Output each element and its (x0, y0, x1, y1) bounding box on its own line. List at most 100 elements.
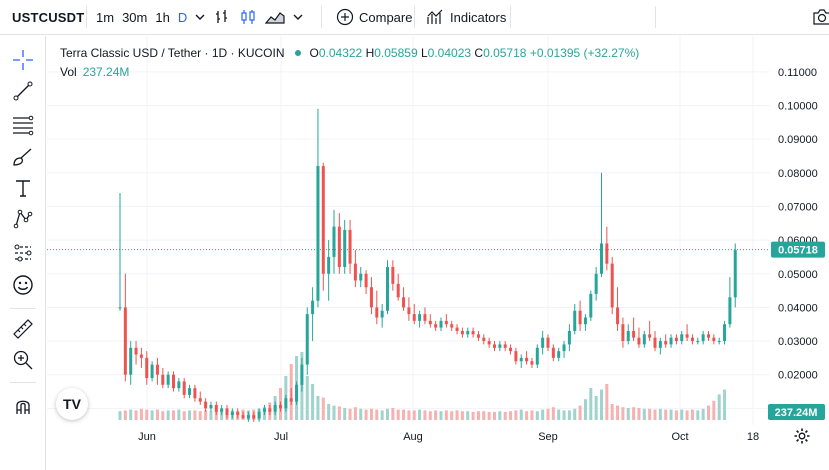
trendline-tool[interactable] (8, 76, 38, 106)
volume-bar (471, 412, 475, 420)
volume-bar (573, 408, 577, 420)
fib-tool[interactable] (8, 110, 38, 140)
candle-body (455, 327, 459, 331)
volume-bar (369, 408, 373, 420)
chart-type-dropdown-button[interactable] (289, 0, 307, 34)
interval-d[interactable]: D (177, 9, 188, 25)
volume-bar (594, 396, 598, 420)
candle-body (621, 324, 625, 342)
candle-body (466, 330, 470, 335)
volume-bar (589, 388, 593, 420)
candle-body (129, 347, 133, 375)
symbol-search-button[interactable]: USTCUSDT (12, 9, 85, 25)
bar-chart-type-button[interactable] (209, 0, 235, 34)
forecast-icon (14, 244, 32, 262)
volume-bar (444, 410, 448, 420)
candle-body (375, 307, 379, 318)
candle-body (155, 364, 159, 375)
candle-body (712, 337, 716, 342)
interval-30m[interactable]: 30m (122, 9, 148, 25)
volume-bar (220, 410, 224, 420)
volume-bar (412, 410, 416, 420)
tradingview-logo[interactable]: TV (56, 388, 88, 420)
candle-body (487, 341, 491, 345)
volume-bar (364, 409, 368, 420)
interval-1m[interactable]: 1m (96, 9, 115, 25)
candle-body (123, 307, 127, 375)
screenshot-button[interactable] (806, 0, 829, 34)
volume-bar (204, 410, 208, 420)
candle-body (353, 263, 357, 281)
candle-body (273, 404, 277, 412)
volume-bar (546, 408, 550, 420)
candle-body (316, 166, 320, 301)
volume-bar (648, 408, 652, 420)
candle-body (476, 334, 480, 338)
volume-bar (380, 410, 384, 420)
candle-body (241, 415, 245, 419)
forecast-tool[interactable] (8, 238, 38, 268)
indicators-button[interactable]: Indicators (420, 0, 512, 34)
candle-body (188, 388, 192, 395)
zoom-tool[interactable] (8, 345, 38, 375)
volume-bar (177, 409, 181, 420)
pattern-tool[interactable] (8, 204, 38, 234)
volume-bar (129, 409, 133, 420)
candle-body (514, 351, 518, 362)
candle-body (268, 408, 272, 412)
candle-body (562, 344, 566, 352)
candle-body (332, 226, 336, 257)
brush-tool[interactable] (8, 142, 38, 172)
volume-bar (626, 408, 630, 420)
candle-body (193, 388, 197, 399)
crosshair-tool[interactable] (8, 45, 38, 75)
legend-title: Terra Classic USD / Tether · 1D · KUCOIN (60, 46, 285, 60)
compare-button[interactable]: Compare (330, 0, 418, 34)
chart-settings-button[interactable] (791, 425, 813, 447)
toolbar-divider (655, 6, 656, 28)
interval-1h[interactable]: 1h (155, 9, 170, 25)
volume-bar (150, 410, 154, 420)
pattern-icon (13, 209, 33, 229)
volume-bar (134, 410, 138, 420)
price-chart[interactable]: 0.010000.020000.030000.040000.050000.060… (47, 36, 829, 470)
time-tick-label: 18 (747, 431, 759, 443)
ruler-tool[interactable] (8, 314, 38, 344)
candle-body (337, 226, 341, 268)
volume-bar (188, 410, 192, 420)
last-price-badge (771, 241, 825, 258)
toolbar-divider (10, 308, 36, 309)
emoji-tool[interactable] (8, 270, 38, 300)
candle-body (145, 357, 149, 379)
volume-bar (311, 384, 315, 420)
chevron-down-icon (293, 14, 303, 20)
time-tick-label: Aug (403, 431, 423, 443)
chevron-down-icon (195, 14, 205, 20)
high-value: 0.05859 (374, 46, 418, 60)
compare-label: Compare (359, 9, 413, 25)
candle-body (177, 381, 181, 389)
candle-body (685, 334, 689, 338)
candle-chart-type-button[interactable] (235, 0, 261, 34)
candle-body (321, 166, 325, 274)
candle-body (300, 364, 304, 385)
volume-bar (509, 411, 513, 420)
candle-body (690, 337, 694, 342)
volume-bar (348, 408, 352, 420)
candle-body (246, 415, 250, 419)
candle-body (573, 310, 577, 331)
text-tool[interactable] (8, 173, 38, 203)
volume-bar (332, 405, 336, 420)
low-value: 0.04023 (427, 46, 472, 60)
last-price-value: 0.05718 (778, 245, 818, 257)
magnet-tool[interactable] (8, 391, 38, 421)
area-chart-type-button[interactable] (261, 0, 289, 34)
candle-body (632, 330, 636, 338)
candle-body (262, 408, 266, 412)
volume-bar (460, 411, 464, 420)
interval-dropdown-button[interactable] (191, 0, 209, 34)
candle-body (198, 398, 202, 402)
volume-bar (161, 411, 165, 420)
volume-bar (530, 410, 534, 420)
volume-bar (214, 410, 218, 420)
